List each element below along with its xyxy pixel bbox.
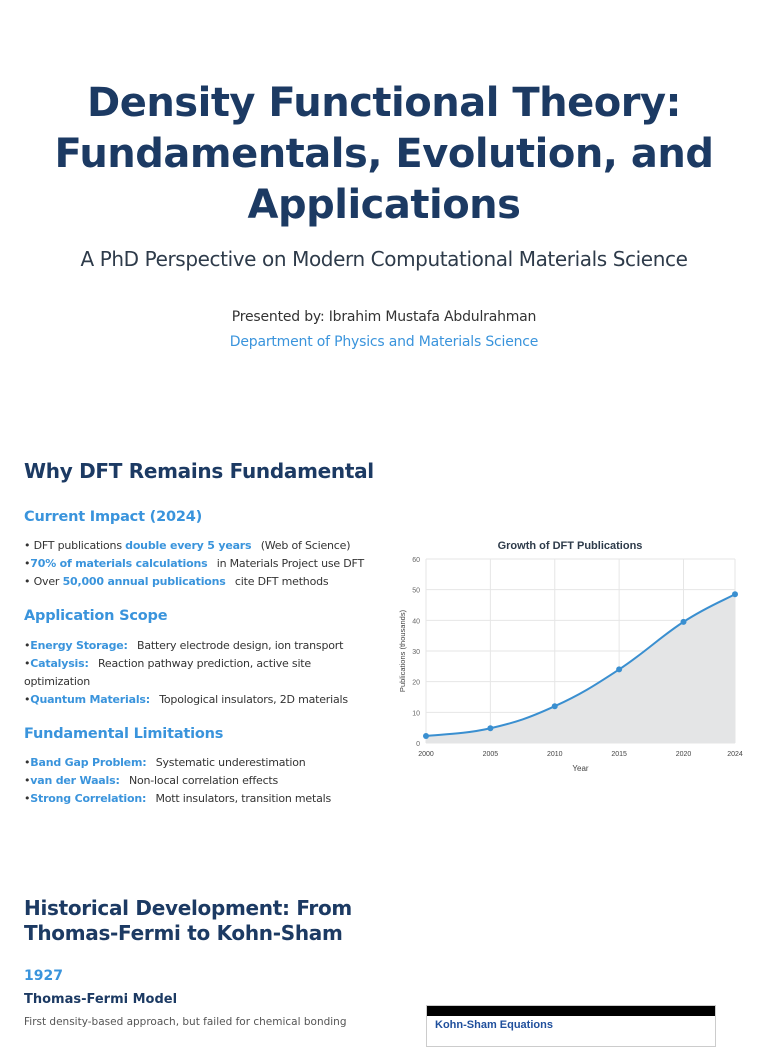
list-item: •van der Waals: Non-local correlation ef… xyxy=(24,774,279,787)
kohn-sham-box: Kohn-Sham Equations xyxy=(426,1005,716,1047)
y-tick-label: 60 xyxy=(412,557,420,564)
list-item: • DFT publications double every 5 years … xyxy=(24,539,351,552)
timeline-event-desc: First density-based approach, but failed… xyxy=(24,1016,347,1028)
x-tick-label: 2000 xyxy=(418,751,434,758)
data-point xyxy=(616,666,623,673)
kohn-sham-title: Kohn-Sham Equations xyxy=(435,1019,553,1031)
box-header-bar xyxy=(427,1006,715,1016)
presenter-line: Presented by: Ibrahim Mustafa Abdulrahma… xyxy=(231,309,537,325)
publications-chart: Growth of DFT Publications 0 10 20 30 40 50 60… xyxy=(396,536,752,776)
limitations-list: •Band Gap Problem: Systematic underestim… xyxy=(24,754,369,808)
data-point xyxy=(680,618,687,625)
y-tick-label: 20 xyxy=(412,680,420,687)
list-item: •Energy Storage: Battery electrode desig… xyxy=(24,639,344,652)
y-tick-label: 10 xyxy=(412,710,420,717)
history-heading: Historical Development: From Thomas-Ferm… xyxy=(24,896,352,945)
limitations-heading: Fundamental Limitations xyxy=(24,726,224,742)
timeline-year: 1927 xyxy=(24,968,63,984)
x-tick-label: 2020 xyxy=(676,751,692,758)
current-impact-heading: Current Impact (2024) xyxy=(24,509,203,525)
data-point xyxy=(487,725,494,732)
y-tick-label: 40 xyxy=(412,618,420,625)
x-tick-label: 2010 xyxy=(547,751,563,758)
list-item: •Catalysis: Reaction pathway prediction,… xyxy=(24,657,311,688)
page-title: Density Functional Theory: Fundamentals,… xyxy=(54,80,714,228)
area-fill xyxy=(426,594,735,743)
x-tick-label: 2024 xyxy=(727,751,743,758)
x-tick-label: 2005 xyxy=(483,751,499,758)
x-axis-label: Year xyxy=(572,764,589,773)
impact-list: • DFT publications double every 5 years … xyxy=(24,537,369,591)
y-tick-label: 0 xyxy=(416,741,420,748)
list-item: •Strong Correlation: Mott insulators, tr… xyxy=(24,792,332,805)
scope-list: •Energy Storage: Battery electrode desig… xyxy=(24,637,369,709)
chart-canvas: 0 10 20 30 40 50 60 2000 2005 2010 2015 2020 2024 Yea… xyxy=(398,557,743,773)
y-tick-label: 30 xyxy=(412,649,420,656)
data-point xyxy=(732,591,738,598)
why-dft-heading: Why DFT Remains Fundamental xyxy=(24,459,374,483)
data-point xyxy=(423,732,429,739)
list-item: •Band Gap Problem: Systematic underestim… xyxy=(24,756,306,769)
y-axis-label: Publications (thousands) xyxy=(398,609,407,692)
timeline-event-title: Thomas-Fermi Model xyxy=(24,992,178,1007)
y-tick-label: 50 xyxy=(412,588,420,595)
application-scope-heading: Application Scope xyxy=(24,608,168,624)
page-subtitle: A PhD Perspective on Modern Computationa… xyxy=(80,247,688,271)
title-block: Density Functional Theory: Fundamentals,… xyxy=(0,78,768,350)
chart-title: Growth of DFT Publications xyxy=(497,540,643,552)
department-line: Department of Physics and Materials Scie… xyxy=(229,334,539,350)
list-item: •Quantum Materials: Topological insulato… xyxy=(24,693,348,706)
x-tick-label: 2015 xyxy=(611,751,627,758)
data-point xyxy=(551,703,558,710)
list-item: •70% of materials calculations in Materi… xyxy=(24,557,364,570)
list-item: • Over 50,000 annual publications cite D… xyxy=(24,575,329,588)
